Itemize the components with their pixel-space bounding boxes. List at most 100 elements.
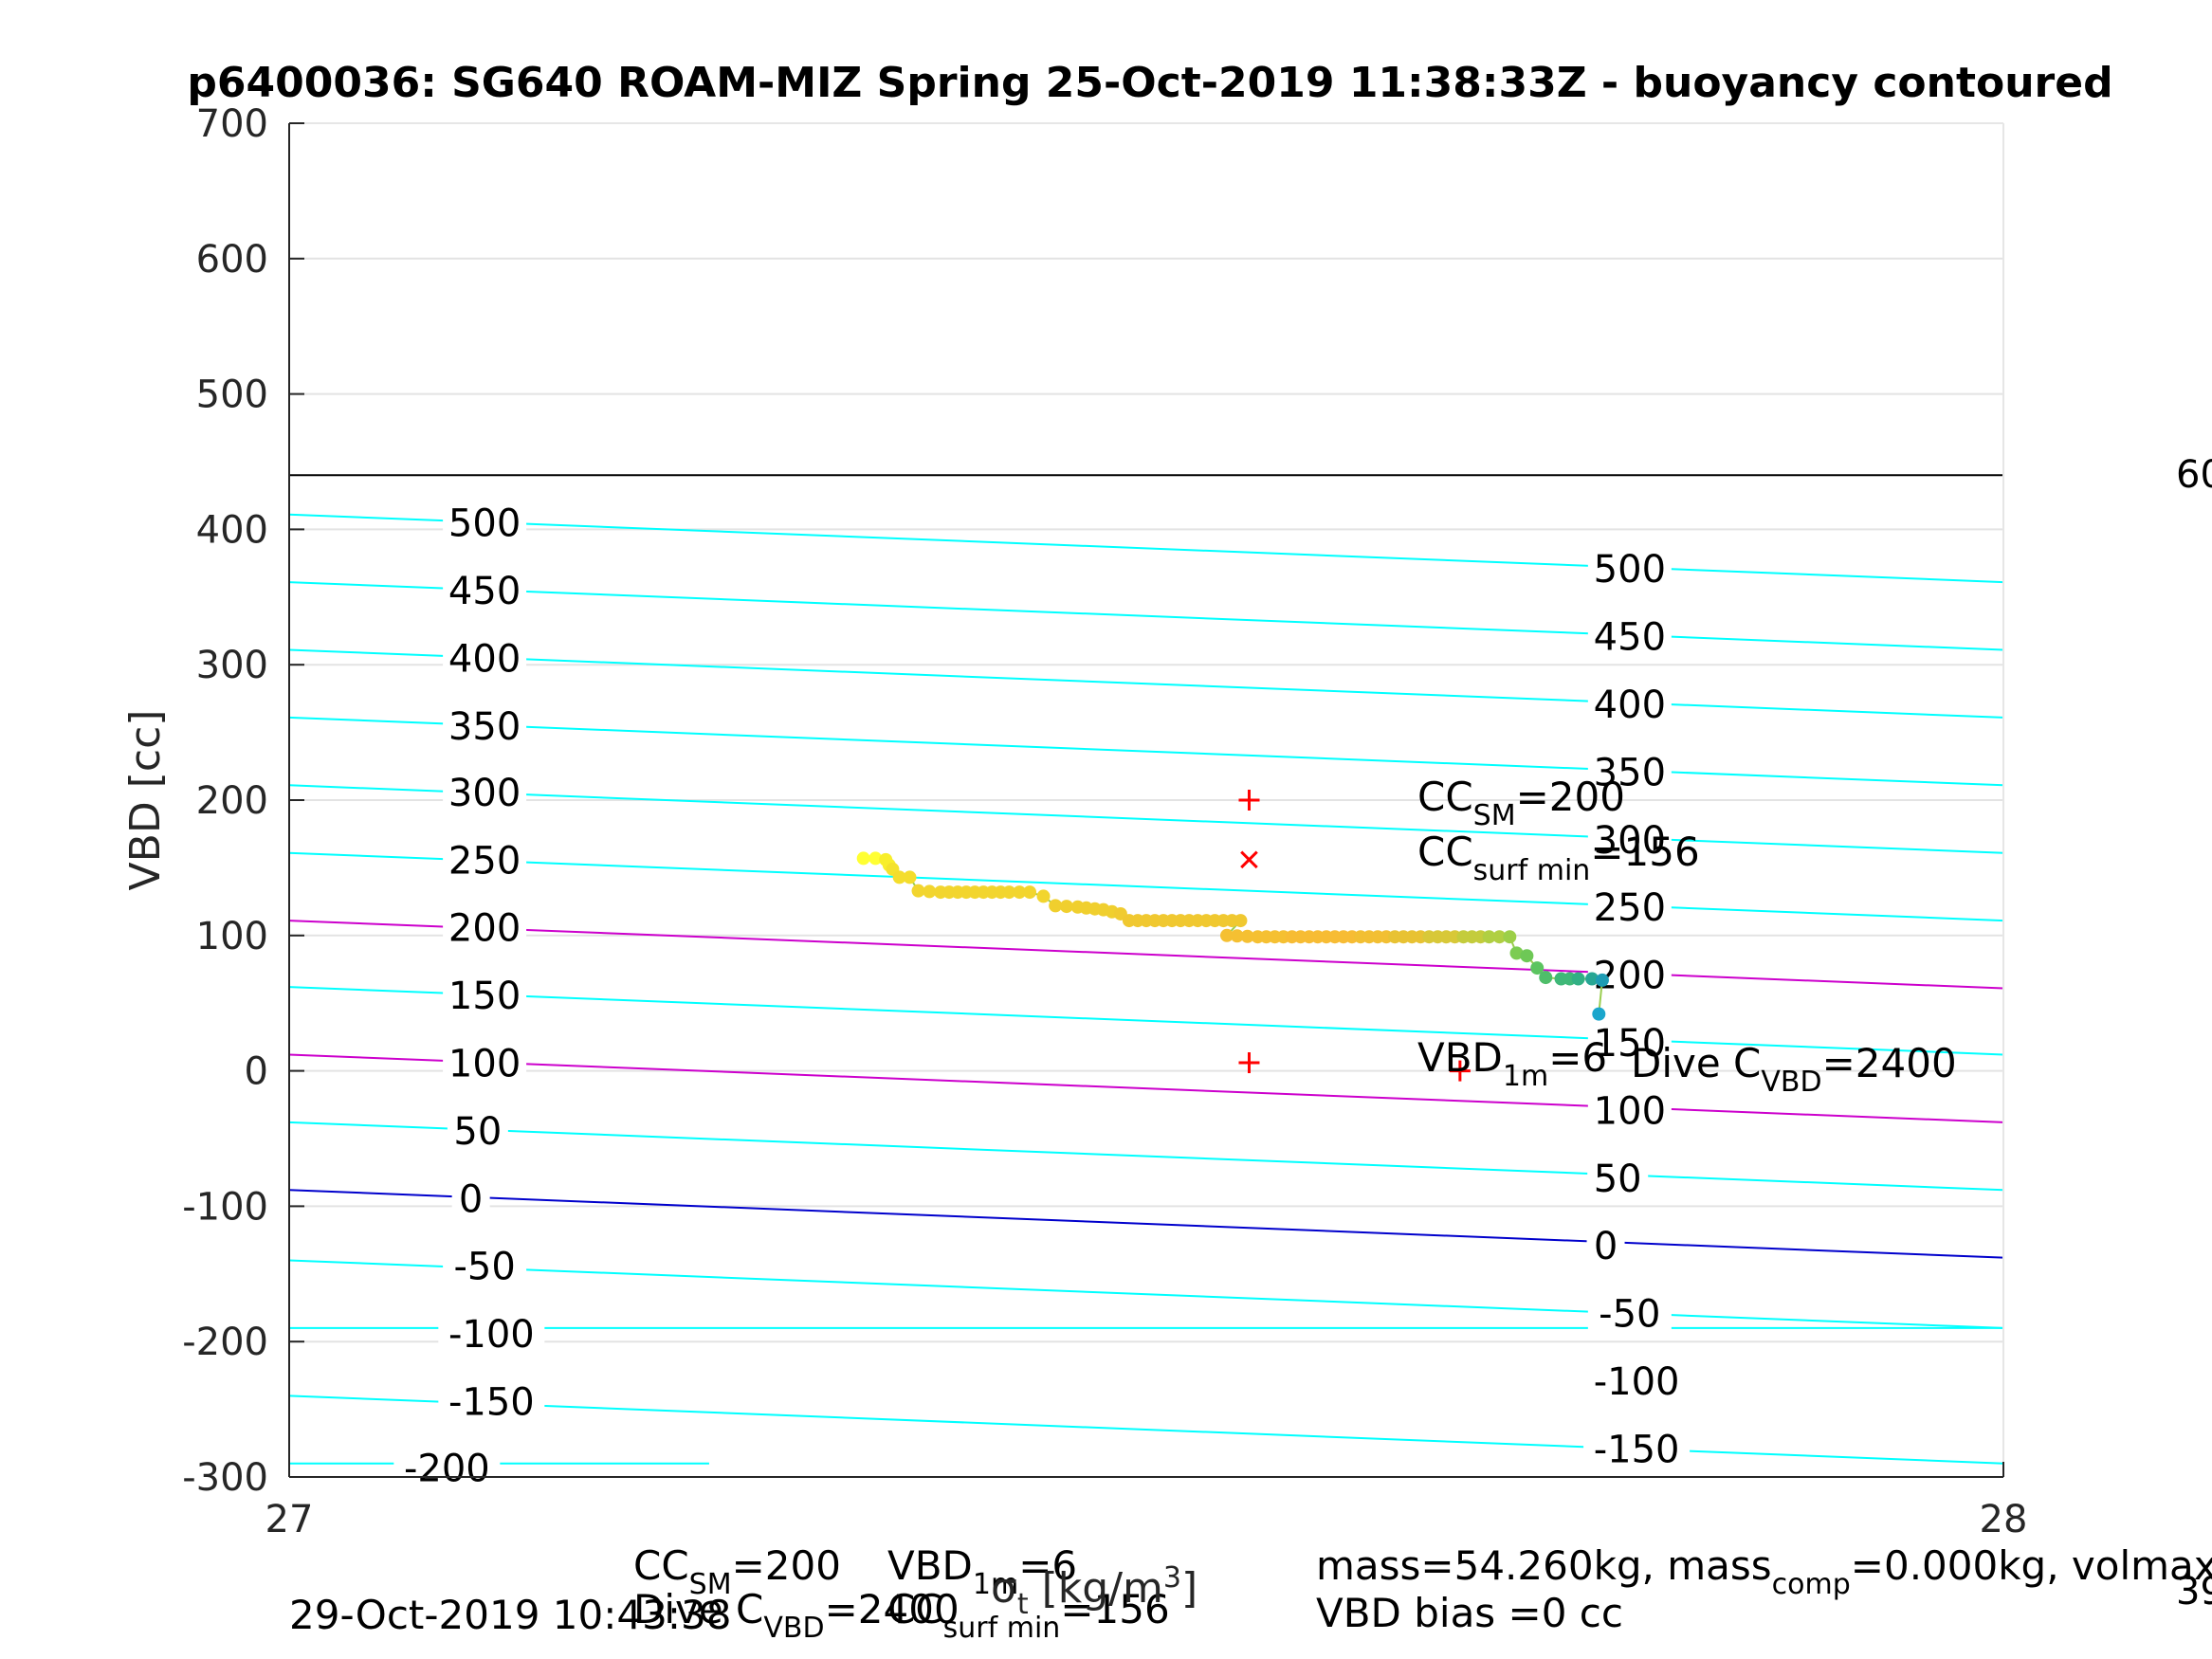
contour-labels: 500450400350300250200150100500-50-100-15… [393, 501, 1691, 1490]
contour-label: 400 [448, 637, 521, 681]
contour-label-bg [1587, 1021, 1672, 1064]
cc-surf-min-annotation: CCsurf min=156 [1417, 829, 1700, 887]
contour-label-bg [1587, 750, 1672, 793]
footer-mass: mass=54.260kg, masscomp=0.000kg, volmax [1316, 1542, 2212, 1601]
contour-label: 300 [448, 772, 521, 815]
data-series [856, 851, 1609, 1021]
y-tick-label: -100 [182, 1185, 268, 1229]
y-tick-label: 200 [196, 779, 268, 823]
y-tick-label: 0 [245, 1050, 268, 1094]
contour-label: 100 [1594, 1089, 1666, 1133]
contour-label-bg [1587, 683, 1672, 725]
plot-area: 500450400350300250200150100500-50-100-15… [288, 122, 2004, 1490]
contour-label-bg [1583, 1359, 1691, 1402]
chart-title: p6400036: SG640 ROAM-MIZ Spring 25-Oct-2… [187, 59, 2112, 107]
data-point [1530, 961, 1545, 975]
y-tick-label: -200 [182, 1321, 268, 1364]
contour-label-bg [1587, 1291, 1672, 1334]
data-point [903, 870, 917, 884]
contour-label: 250 [1594, 886, 1666, 930]
data-point [1234, 914, 1248, 928]
contour-label-bg [443, 1041, 527, 1084]
data-point [892, 870, 906, 884]
data-point [856, 851, 870, 866]
contour-label-bg [447, 1108, 508, 1151]
contour-line [288, 784, 2004, 854]
dive-cvbd-annotation: Dive CVBD=2400 [1631, 1040, 1957, 1099]
contour-label-bg [1587, 885, 1672, 928]
data-point [1240, 929, 1254, 943]
contour-label: 500 [1594, 548, 1666, 592]
contour-label: -100 [448, 1313, 535, 1357]
contour-label-bg [1587, 1156, 1649, 1198]
y-tick-label: -300 [182, 1456, 268, 1500]
contour-line [288, 513, 2004, 584]
contour-label: 400 [1594, 684, 1666, 727]
contour-line [288, 1189, 2004, 1259]
contour-label-bg [443, 569, 527, 611]
footer-vbd-bias: VBD bias =0 cc [1316, 1590, 1623, 1636]
contour-label: 450 [1594, 616, 1666, 660]
contour-line [288, 648, 2004, 719]
contour-line [288, 716, 2004, 787]
contour-label-bg [1586, 1224, 1625, 1267]
contour-label-bg [1583, 1427, 1691, 1469]
contour-label: 150 [1594, 1022, 1666, 1066]
data-point [1595, 973, 1609, 987]
contour-label: -150 [1594, 1428, 1680, 1471]
y-tick-label: 600 [196, 238, 268, 282]
y-tick-label: 400 [196, 508, 268, 552]
contour-label: -50 [453, 1246, 515, 1289]
contour-label-bg [443, 501, 527, 543]
contour-label: 300 [1594, 819, 1666, 863]
contour-label: 100 [448, 1042, 521, 1085]
contour-label: 50 [1594, 1158, 1642, 1201]
x-marker [1240, 850, 1258, 869]
contour-label: 50 [453, 1110, 502, 1154]
contour-label: 150 [448, 975, 521, 1018]
contour-label-bg [1587, 547, 1672, 590]
contour-label-bg [443, 770, 527, 812]
contour-line [288, 1121, 2004, 1192]
cc-sm-annotation: CCSM=200 [1417, 774, 1625, 832]
vbd-1m-annotation: VBD1m=6 [1417, 1034, 1607, 1093]
contour-label: 0 [1594, 1225, 1618, 1268]
data-point [923, 884, 937, 899]
contour-line [288, 1395, 2004, 1465]
y-tick-label: 500 [196, 374, 268, 417]
right-clipped-label-2: 39 [2176, 1570, 2212, 1613]
contour-label-bg [438, 1379, 545, 1422]
data-point [911, 884, 925, 898]
marker-stroke [1240, 850, 1258, 869]
footer: 29-Oct-2019 10:43:38 CCSM=200 Dive CVBD=… [289, 1542, 2212, 1645]
contour-label: 250 [448, 839, 521, 883]
contour-label: 500 [448, 502, 521, 546]
footer-vbd-1m: VBD1m=6 [887, 1542, 1077, 1601]
contour-label: 350 [1594, 751, 1666, 794]
contour-label: 450 [448, 570, 521, 613]
contour-label-bg [443, 1244, 527, 1286]
data-point [868, 851, 883, 866]
contour-line [288, 581, 2004, 651]
data-point [1036, 889, 1051, 903]
data-point [1002, 885, 1016, 900]
plus-marker [1449, 1060, 1471, 1082]
contour-label-bg [1587, 614, 1672, 657]
data-point [1509, 946, 1524, 960]
footer-timestamp: 29-Oct-2019 10:43:38 [289, 1592, 731, 1638]
contour-lines [288, 513, 2004, 1465]
contour-label-bg [443, 974, 527, 1016]
data-point [1520, 949, 1534, 963]
data-point [1059, 900, 1073, 914]
y-tick-label: 300 [196, 644, 268, 687]
contour-label-bg [443, 905, 527, 948]
contour-label: -50 [1599, 1293, 1660, 1337]
contour-line [288, 986, 2004, 1056]
markers [1238, 790, 1471, 1082]
contour-label-bg [1587, 817, 1672, 860]
data-point [1013, 885, 1027, 900]
contour-label-bg [1587, 1088, 1672, 1131]
x-tick-label: 27 [265, 1498, 314, 1541]
data-point [1049, 899, 1063, 913]
